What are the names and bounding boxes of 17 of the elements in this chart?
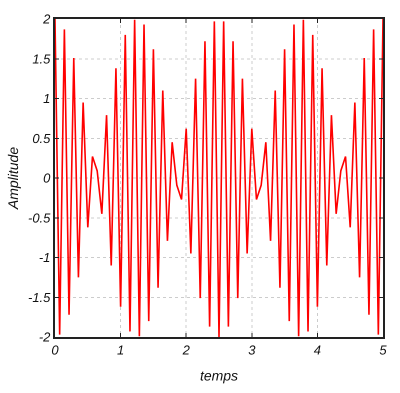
- y-tick-label: -1.5: [28, 290, 52, 305]
- y-axis-title: Amplitude: [5, 146, 22, 210]
- y-tick-label: 2: [42, 12, 52, 27]
- y-tick-label: 0: [43, 170, 52, 186]
- y-tick-label: 1: [43, 91, 50, 106]
- y-tick-label: 1.5: [32, 51, 52, 66]
- x-tick-label: 1: [116, 342, 124, 358]
- y-tick-label: -0.5: [28, 210, 52, 226]
- x-tick-label: 3: [248, 342, 256, 358]
- x-tick-label: 5: [379, 342, 388, 358]
- line-series: [55, 19, 383, 337]
- y-tick-label: -1: [38, 250, 50, 266]
- x-tick-label: 2: [182, 342, 191, 358]
- x-tick-label: 4: [314, 342, 322, 358]
- y-tick-label: -2: [38, 330, 52, 345]
- x-axis-title: temps: [200, 367, 238, 384]
- y-tick-label: 0.5: [32, 130, 52, 146]
